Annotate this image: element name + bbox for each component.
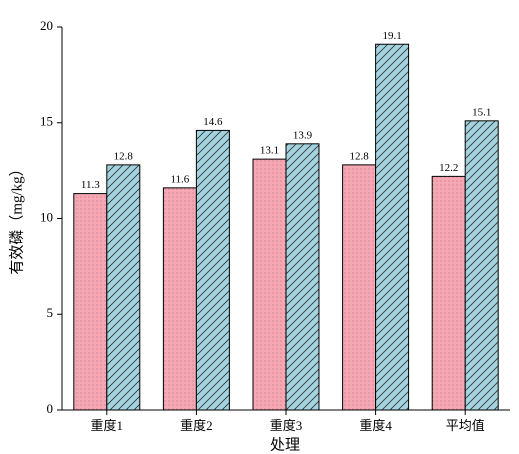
value-label: 11.3 xyxy=(81,179,100,191)
x-tick-label: 重度2 xyxy=(180,418,213,433)
y-axis-title: 有效磷（mg/kg） xyxy=(8,161,25,274)
x-tick-label: 重度3 xyxy=(270,418,303,433)
value-label: 13.9 xyxy=(293,129,313,141)
x-tick-label: 重度1 xyxy=(91,418,124,433)
bar xyxy=(195,129,230,411)
bar xyxy=(464,120,499,411)
value-label: 11.6 xyxy=(170,173,189,185)
value-label: 12.8 xyxy=(114,150,134,162)
bar xyxy=(73,193,108,411)
bar xyxy=(375,43,410,411)
y-tick-label: 5 xyxy=(47,305,54,320)
bar xyxy=(342,164,377,411)
value-label: 19.1 xyxy=(382,30,401,42)
y-tick-label: 15 xyxy=(40,114,53,129)
y-tick-label: 20 xyxy=(40,18,53,33)
y-tick-label: 10 xyxy=(40,209,53,224)
x-tick-label: 平均值 xyxy=(446,418,485,433)
value-label: 12.8 xyxy=(349,150,369,162)
bar xyxy=(431,175,466,411)
value-label: 12.2 xyxy=(439,162,458,174)
y-tick-label: 0 xyxy=(47,401,54,416)
bar xyxy=(252,158,287,411)
value-label: 14.6 xyxy=(203,116,223,128)
bar xyxy=(285,143,320,411)
value-label: 15.1 xyxy=(472,106,491,118)
bar xyxy=(106,164,141,411)
bar xyxy=(162,187,197,411)
x-axis-title: 处理 xyxy=(270,436,300,453)
x-tick-label: 重度4 xyxy=(359,418,392,433)
value-label: 13.1 xyxy=(260,145,279,157)
